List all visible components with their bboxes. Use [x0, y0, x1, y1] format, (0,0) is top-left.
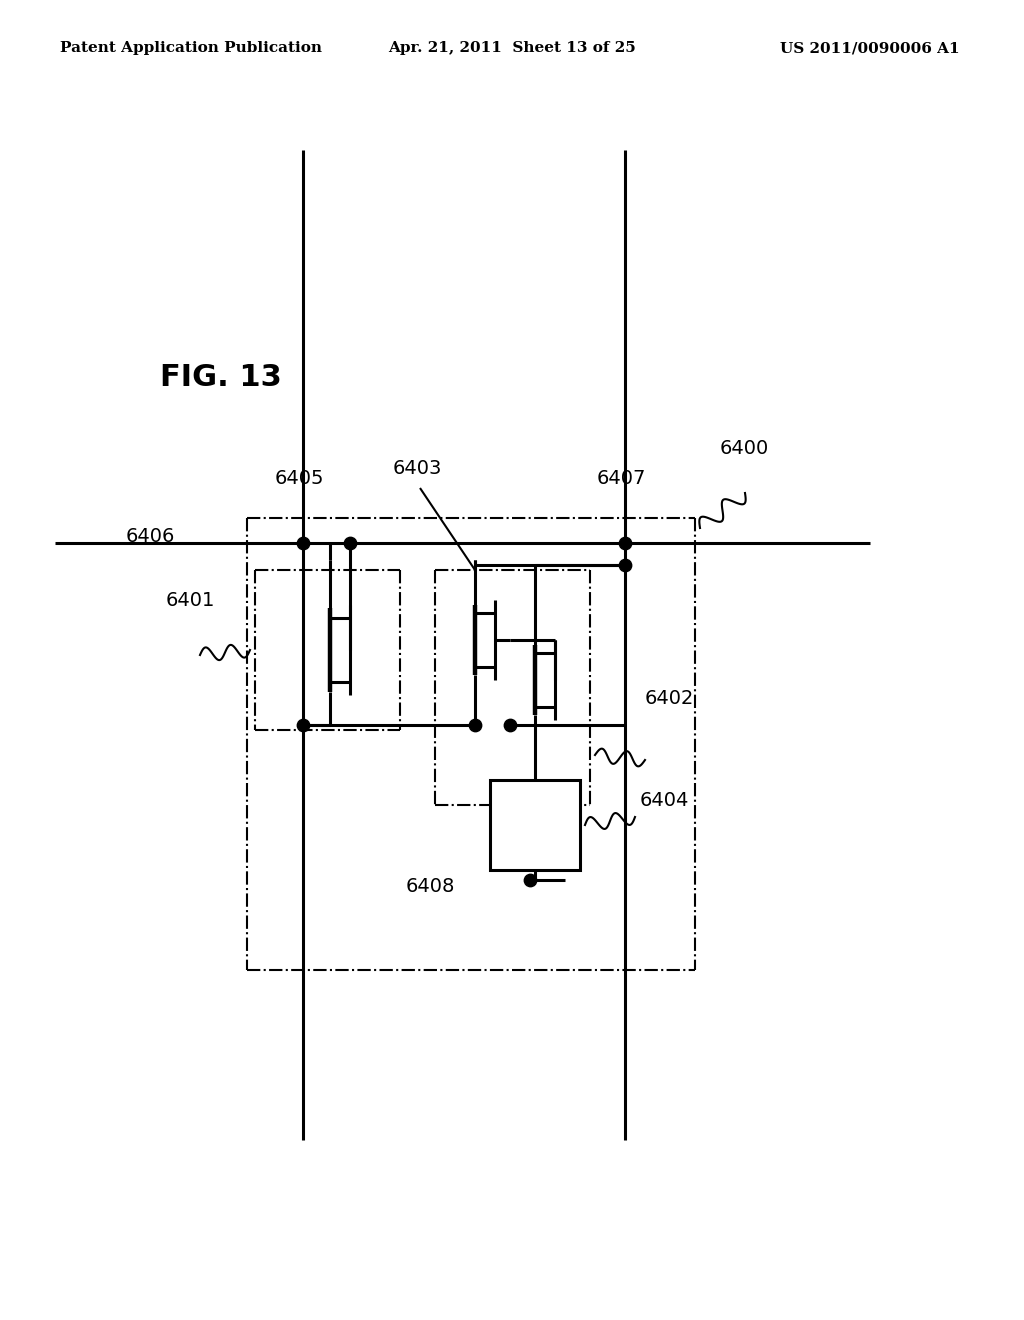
Text: 6406: 6406 — [126, 528, 175, 546]
Text: 6408: 6408 — [406, 878, 455, 896]
Point — [342, 532, 358, 553]
Text: Apr. 21, 2011  Sheet 13 of 25: Apr. 21, 2011 Sheet 13 of 25 — [388, 41, 636, 55]
Point — [295, 714, 311, 735]
Text: 6403: 6403 — [393, 458, 442, 478]
Text: 6401: 6401 — [166, 590, 215, 610]
Point — [295, 532, 311, 553]
Text: FIG. 13: FIG. 13 — [160, 363, 282, 392]
Point — [522, 870, 539, 891]
Text: 6407: 6407 — [597, 469, 646, 487]
Point — [616, 554, 633, 576]
Bar — [490, 780, 580, 870]
Point — [502, 714, 518, 735]
Text: 6402: 6402 — [645, 689, 694, 708]
Text: 6405: 6405 — [275, 469, 325, 487]
Point — [616, 532, 633, 553]
Text: US 2011/0090006 A1: US 2011/0090006 A1 — [780, 41, 961, 55]
Point — [467, 714, 483, 735]
Text: 6400: 6400 — [720, 438, 769, 458]
Text: 6404: 6404 — [640, 791, 689, 809]
Text: Patent Application Publication: Patent Application Publication — [60, 41, 322, 55]
